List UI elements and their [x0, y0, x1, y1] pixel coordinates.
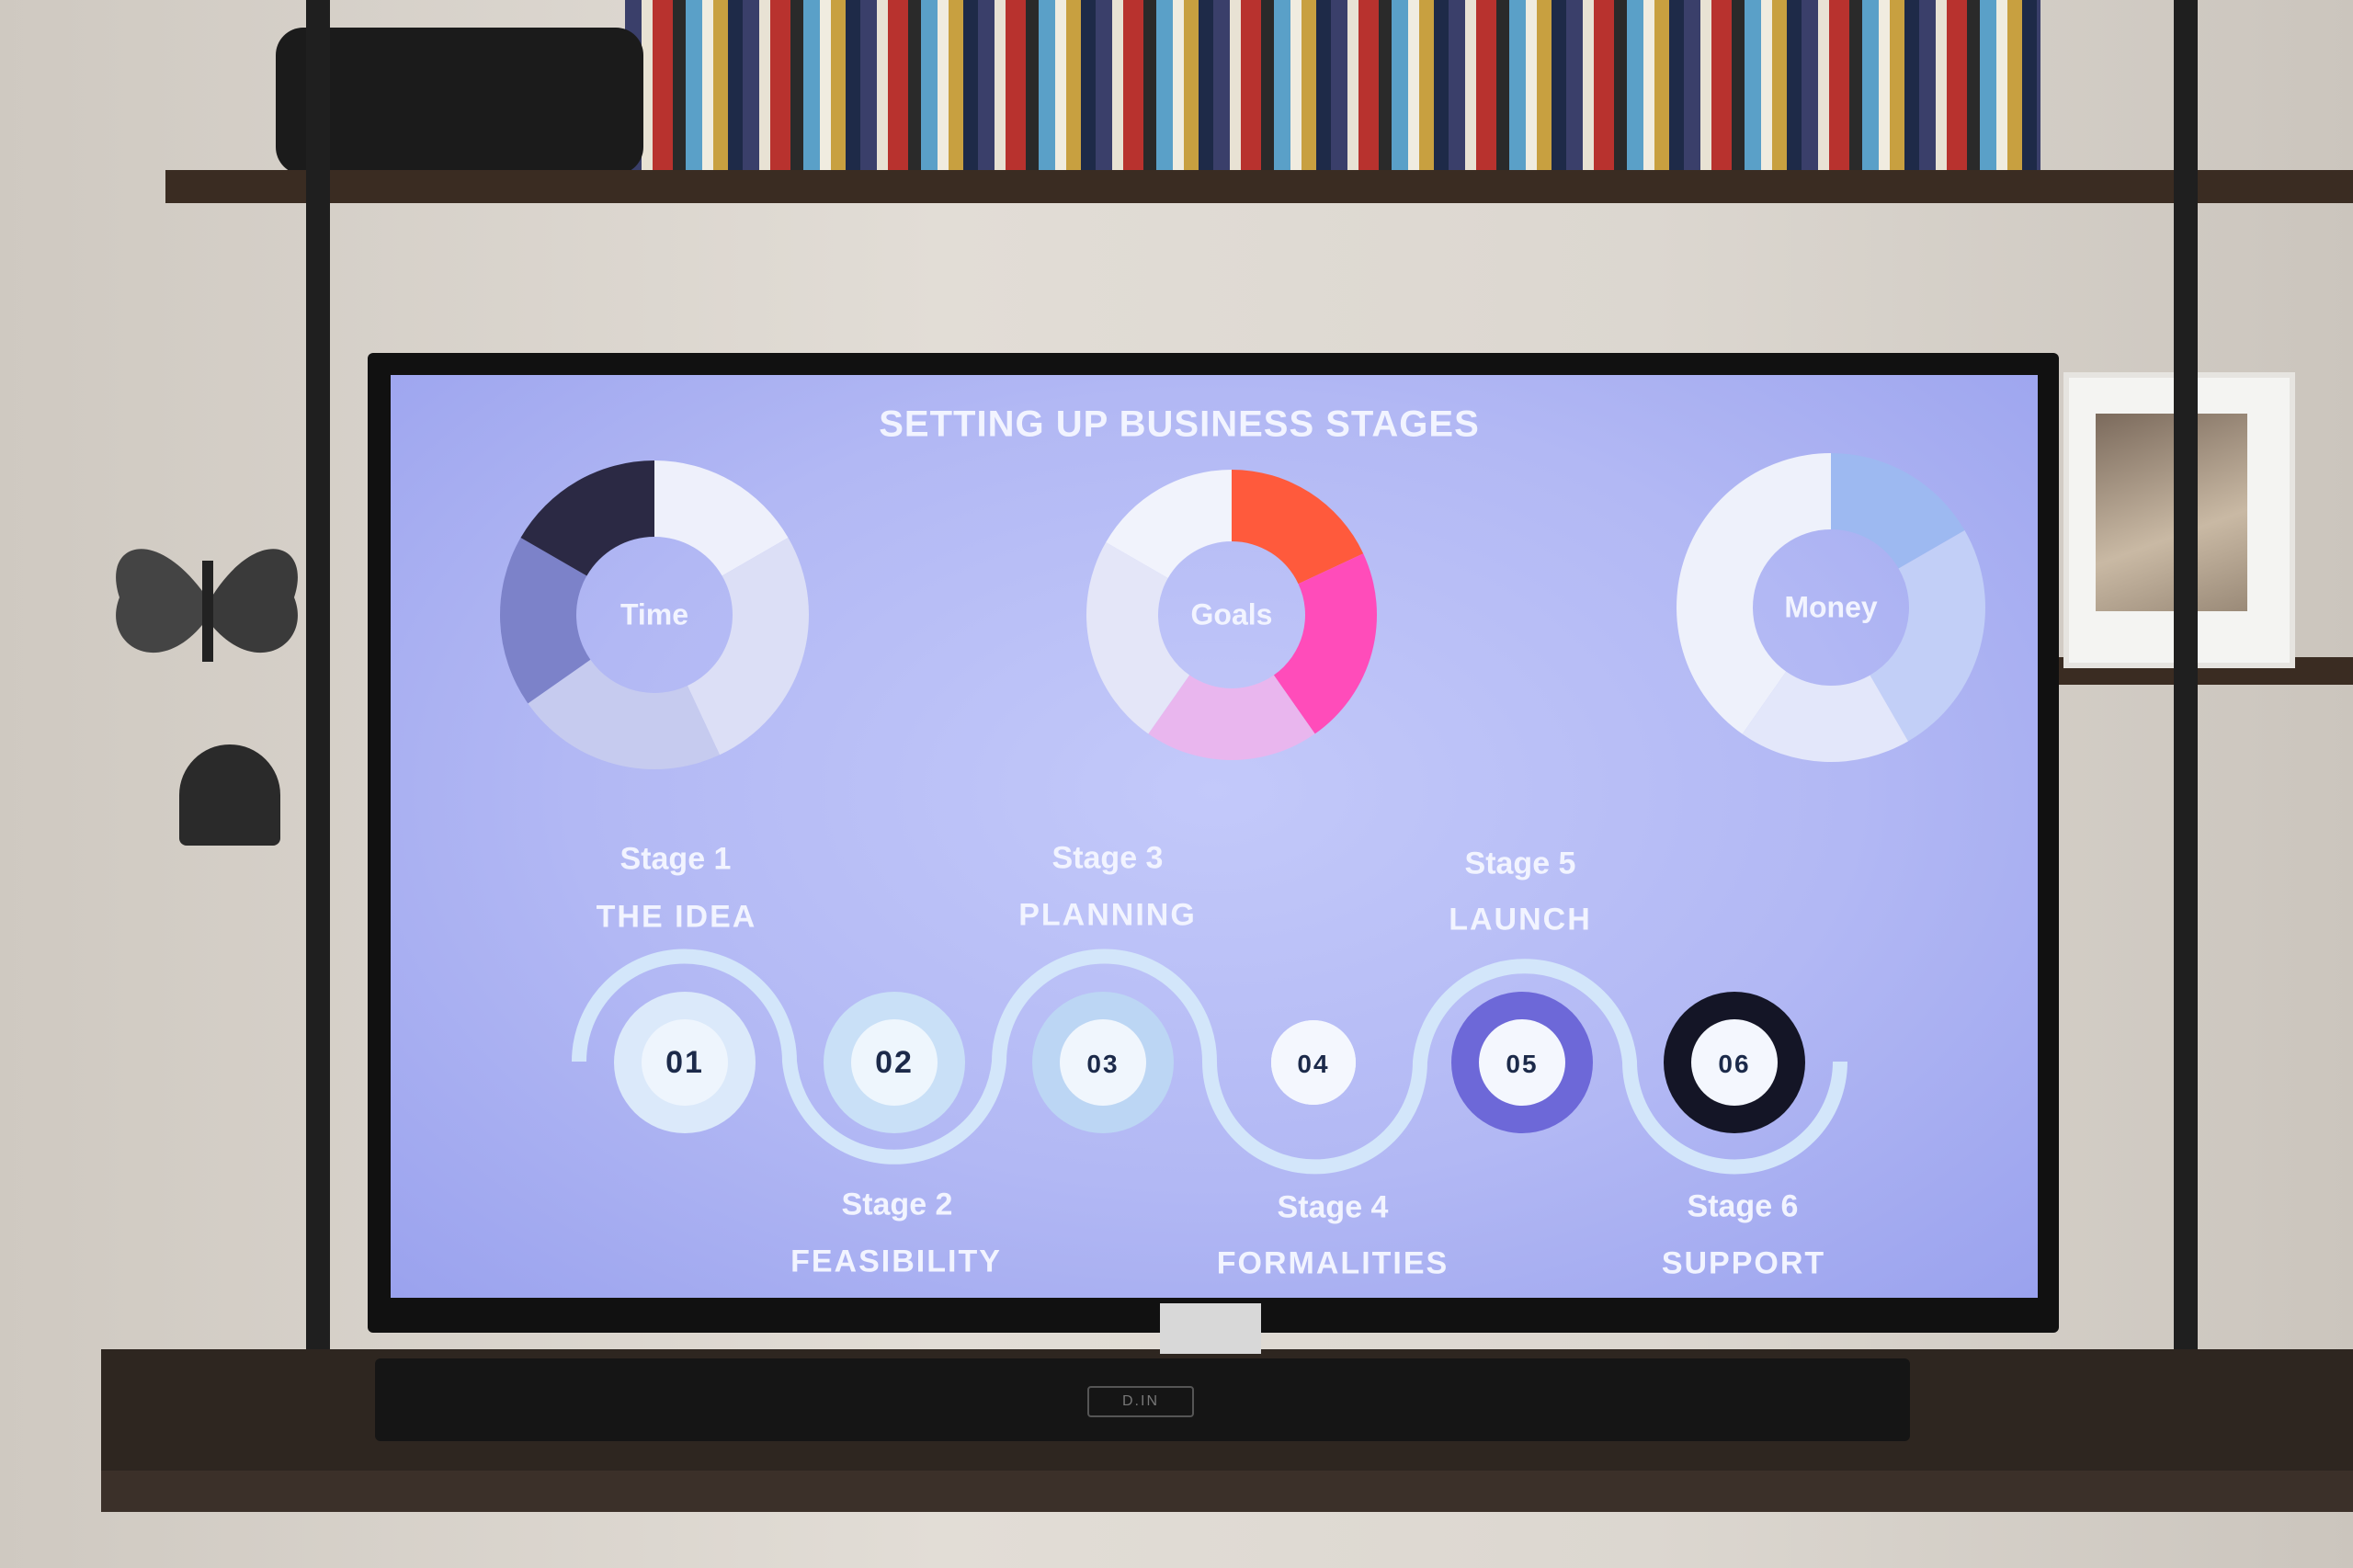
- donut-goals-slice: [1232, 470, 1364, 585]
- shelf-pipe-left: [306, 0, 330, 1434]
- stage-4-inner: [1271, 1020, 1356, 1105]
- donut-goals-slice: [1106, 470, 1232, 578]
- donut-money-slice: [1676, 453, 1831, 734]
- donut-label-goals: Goals: [1190, 597, 1273, 631]
- donut-time-slice: [520, 460, 654, 576]
- stage-2-number: 02: [875, 1045, 914, 1080]
- stage-1-label: Stage 1: [620, 841, 732, 877]
- stage-3-name: PLANNING: [1018, 897, 1197, 933]
- stage-1-number: 01: [665, 1045, 704, 1080]
- donut-label-money: Money: [1784, 590, 1878, 624]
- tv-screen-slide: 01 02 03 04 05 06 SETTING UP BUSINESS STAGES …: [391, 375, 2038, 1298]
- stage-2-inner: [851, 1019, 938, 1106]
- camera: [276, 28, 643, 175]
- stage-3-inner: [1060, 1019, 1146, 1106]
- timeline-wave: [572, 949, 1847, 1175]
- stage-3-label: Stage 3: [1051, 840, 1164, 876]
- bookshelf-dvds: [625, 0, 2040, 175]
- donut-goals-slice: [1148, 675, 1315, 760]
- donut-time-slice: [500, 538, 591, 704]
- stage-3-number: 03: [1086, 1050, 1119, 1078]
- stage-2-label: Stage 2: [841, 1187, 953, 1222]
- shelf: [165, 170, 2353, 203]
- donut-goals-slice: [1273, 553, 1377, 734]
- stage-6-name: SUPPORT: [1661, 1245, 1826, 1281]
- stage-6-label: Stage 6: [1687, 1188, 1799, 1224]
- stage-5-number: 05: [1506, 1050, 1538, 1078]
- stage-1-name: THE IDEA: [596, 899, 757, 935]
- butterfly-ornament: [116, 549, 298, 662]
- donut-time-slice: [654, 460, 789, 576]
- donut-goals-slice: [1086, 542, 1190, 734]
- bell-ornament: [179, 744, 280, 846]
- donut-money-slice: [1870, 530, 1985, 742]
- shelf-pipe-right: [2174, 0, 2198, 1434]
- donut-time-slice: [687, 538, 809, 756]
- donut-money-slice: [1831, 453, 1965, 569]
- stage-5-inner: [1479, 1019, 1565, 1106]
- framed-photo: [2096, 414, 2247, 611]
- stage-4-number: 04: [1297, 1050, 1329, 1078]
- stage-1-inner: [642, 1019, 728, 1106]
- stage-4-label: Stage 4: [1277, 1189, 1389, 1225]
- stage-4-name: FORMALITIES: [1216, 1245, 1449, 1281]
- stage-2-name: FEASIBILITY: [790, 1244, 1002, 1279]
- soundbar-display: D.IN: [1087, 1386, 1194, 1417]
- donut-money-slice: [1742, 671, 1908, 762]
- donut-label-time: Time: [620, 597, 689, 631]
- stage-6-inner: [1691, 1019, 1778, 1106]
- slide-graphics: 01 02 03 04 05 06: [500, 453, 1985, 1175]
- stage-5-label: Stage 5: [1464, 846, 1576, 881]
- tv-stand: [1160, 1303, 1261, 1354]
- slide-title: SETTING UP BUSINESS STAGES: [879, 403, 1480, 445]
- tv-table-edge: [101, 1471, 2353, 1512]
- soundbar: [375, 1358, 1910, 1441]
- donut-time-slice: [528, 659, 720, 769]
- stage-5-name: LAUNCH: [1449, 902, 1592, 937]
- stage-6-number: 06: [1718, 1050, 1750, 1078]
